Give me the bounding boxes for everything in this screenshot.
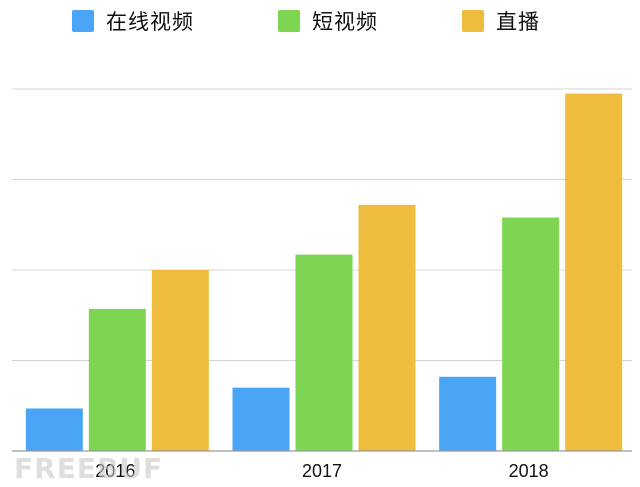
bar-2017-series-1 xyxy=(295,254,353,451)
bar-2016-series-1 xyxy=(88,308,146,451)
legend-item-live-streaming: 直播 xyxy=(462,8,540,34)
bar-2018-series-0 xyxy=(439,376,497,451)
x-tick-label-2017: 2017 xyxy=(302,461,342,481)
legend-swatch-live-streaming xyxy=(462,10,484,32)
legend-label-short-video: 短视频 xyxy=(312,10,378,34)
legend-item-short-video: 短视频 xyxy=(278,8,378,34)
legend-item-online-video: 在线视频 xyxy=(72,8,194,34)
bar-2016-series-0 xyxy=(25,408,83,451)
legend: 在线视频 短视频 直播 xyxy=(0,0,640,44)
legend-swatch-online-video xyxy=(72,10,94,32)
bar-2016-series-2 xyxy=(151,270,209,451)
legend-label-live-streaming: 直播 xyxy=(496,10,540,34)
legend-label-online-video: 在线视频 xyxy=(106,10,194,34)
bar-2017-series-0 xyxy=(232,387,290,451)
x-tick-label-2018: 2018 xyxy=(509,461,549,481)
legend-swatch-short-video xyxy=(278,10,300,32)
bar-2017-series-2 xyxy=(358,204,416,451)
watermark-logo: FREEBUF xyxy=(14,452,164,485)
bar-2018-series-1 xyxy=(502,217,560,451)
x-tick-label-2016: 2016 xyxy=(95,461,135,481)
bar-2018-series-2 xyxy=(565,93,623,452)
